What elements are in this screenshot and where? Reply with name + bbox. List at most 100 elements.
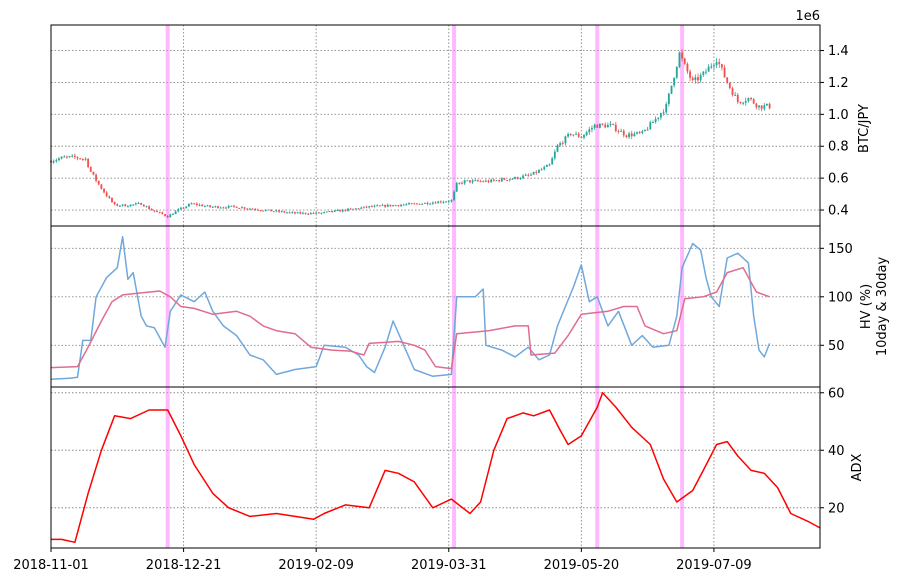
candle-body — [500, 178, 503, 182]
candle-body — [111, 197, 113, 203]
highlight-band — [595, 25, 600, 548]
candle-body — [705, 71, 707, 73]
candle-body — [527, 174, 530, 176]
candle-body — [410, 203, 413, 205]
candle-body — [378, 205, 381, 207]
candle-body — [649, 122, 652, 130]
candle-body — [628, 133, 631, 138]
candle-body — [545, 165, 548, 167]
y-tick-label: 1.2 — [828, 76, 849, 91]
candle-body — [259, 210, 262, 212]
candle-body — [161, 212, 164, 215]
candle-body — [540, 169, 543, 171]
candle-body — [620, 130, 623, 132]
candle-body — [694, 77, 697, 81]
candle-body — [341, 209, 344, 212]
candle-body — [609, 123, 612, 125]
y-axis-label-price: BTC/JPY — [857, 104, 872, 153]
candle-body — [113, 202, 116, 205]
candle-body — [508, 179, 511, 181]
candle-body — [476, 180, 479, 182]
candle-body — [227, 205, 230, 208]
candle-body — [580, 136, 583, 138]
candle-body — [264, 209, 267, 211]
candle-body — [744, 101, 747, 103]
candle-body — [217, 206, 219, 208]
candle-body — [129, 204, 132, 207]
candle-body — [132, 204, 135, 206]
candle-body — [614, 124, 617, 132]
candle-body — [339, 210, 341, 212]
candle-body — [707, 66, 710, 72]
y-axis-label-hv: HV (%) — [859, 284, 874, 329]
candle-body — [646, 129, 649, 131]
y-axis-label-adx: ADX — [850, 454, 865, 482]
candle-body — [100, 184, 103, 189]
candle-body — [588, 129, 591, 133]
grid-layer — [50, 25, 820, 548]
candle-body — [686, 63, 689, 72]
candle-body — [164, 214, 166, 216]
candle-body — [437, 201, 440, 204]
candle-body — [758, 105, 760, 108]
candle-body — [95, 174, 98, 181]
candle-body — [381, 204, 384, 206]
candle-body — [349, 208, 352, 210]
candle-body — [58, 158, 60, 161]
candle-body — [108, 196, 111, 198]
candle-body — [211, 206, 214, 208]
x-tick-label: 2019-03-31 — [411, 558, 487, 573]
candle-body — [760, 105, 763, 109]
candle-body — [537, 170, 540, 173]
candle-body — [736, 94, 739, 102]
candle-body — [752, 99, 755, 104]
candle-body — [288, 212, 291, 214]
candle-body — [386, 204, 389, 207]
candle-body — [516, 177, 519, 179]
candle-body — [429, 203, 432, 205]
candle-body — [174, 211, 177, 215]
candle-body — [105, 192, 108, 197]
candle-body — [360, 207, 363, 209]
candle-body — [256, 209, 259, 211]
candle-body — [294, 212, 296, 214]
candle-body — [606, 124, 609, 128]
candle-body — [87, 158, 90, 168]
candle-body — [601, 123, 604, 125]
candle-body — [498, 180, 501, 182]
candle-body — [675, 67, 678, 78]
candle-body — [569, 133, 572, 135]
candle-body — [585, 132, 588, 136]
candle-body — [299, 212, 302, 214]
candle-body — [535, 171, 538, 173]
candle-body — [434, 202, 437, 204]
candle-body — [405, 204, 408, 206]
candle-body — [728, 83, 731, 89]
y-tick-label: 0.8 — [828, 140, 849, 155]
candle-body — [763, 105, 766, 109]
candle-body — [511, 178, 514, 180]
candle-body — [296, 212, 299, 214]
candle-body — [447, 201, 450, 203]
candle-body — [484, 180, 487, 182]
candle-body — [670, 85, 673, 94]
candle-body — [604, 124, 607, 128]
candle-body — [413, 203, 416, 205]
candle-body — [352, 208, 355, 210]
candle-body — [119, 205, 121, 207]
candle-body — [559, 143, 562, 146]
candle-body — [734, 94, 737, 96]
candle-body — [630, 133, 633, 137]
candle-body — [65, 156, 68, 158]
candle-body — [233, 205, 235, 207]
candle-body — [267, 209, 270, 211]
candle-body — [442, 201, 445, 203]
highlight-layer — [165, 25, 685, 548]
candle-body — [532, 171, 535, 175]
candle-body — [280, 211, 283, 213]
candle-body — [418, 203, 421, 205]
candle-body — [482, 181, 485, 183]
candle-body — [739, 101, 742, 103]
candle-body — [331, 211, 334, 213]
